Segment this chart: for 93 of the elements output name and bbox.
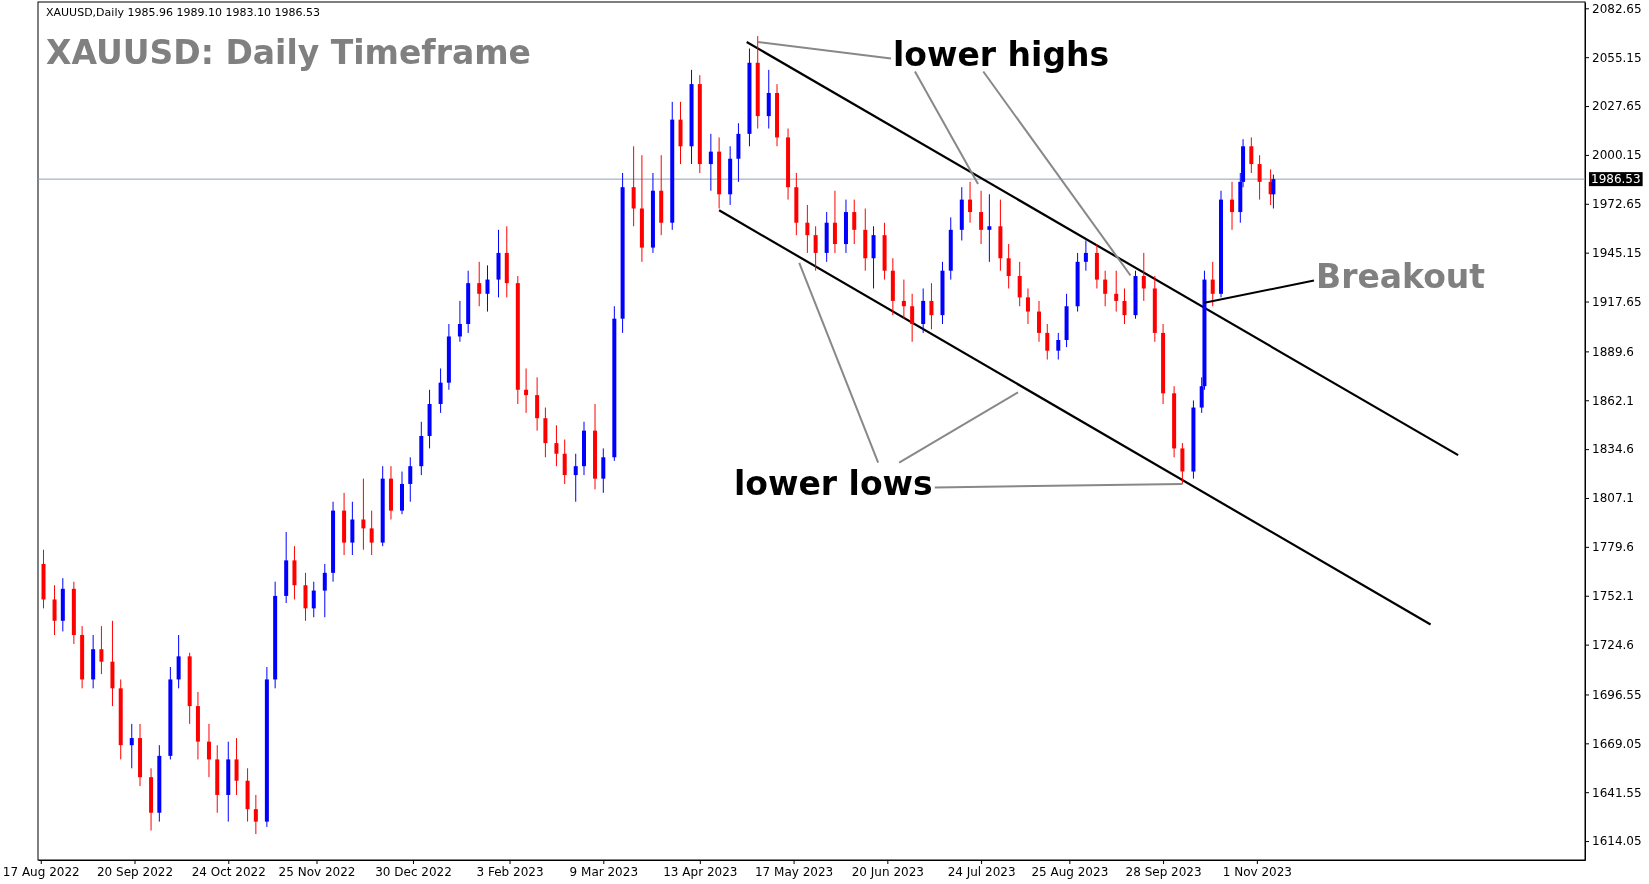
text: XAUUSD: Daily Timeframe: [46, 33, 531, 72]
candlestick: [901, 279, 906, 320]
x-tick-label: 1 Nov 2023: [1222, 864, 1292, 879]
candlestick: [805, 204, 810, 254]
candlestick: [852, 199, 857, 245]
candlestick: [832, 190, 837, 254]
candlestick: [369, 510, 374, 556]
candlestick: [303, 572, 308, 622]
candlestick: [1141, 252, 1146, 302]
x-tick-label: 28 Sep 2023: [1125, 864, 1202, 879]
candlestick: [457, 300, 462, 343]
candlestick: [708, 133, 713, 192]
candlestick: [1045, 323, 1050, 361]
candlestick: [979, 190, 984, 245]
candlestick: [573, 453, 578, 503]
candlestick: [1122, 287, 1127, 325]
candlestick: [176, 634, 181, 689]
candlestick: [350, 501, 355, 556]
candlestick: [234, 737, 239, 796]
annotation: Breakout: [1316, 257, 1486, 296]
x-tick-label: 17 Aug 2022: [2, 864, 80, 879]
candlestick: [1230, 181, 1235, 231]
x-tick-label: 24 Oct 2022: [191, 864, 266, 879]
candlestick: [631, 145, 636, 227]
candlestick: [562, 439, 567, 485]
y-tick-label: 2027.65: [1592, 99, 1642, 114]
y-tick-label: 1669.05: [1592, 736, 1642, 751]
y-tick-label: 1614.05: [1592, 834, 1642, 849]
y-tick-label: 1752.1: [1592, 589, 1634, 604]
candlestick: [438, 367, 443, 414]
annotation: lower highs: [893, 35, 1110, 74]
ref-line-label: 1986.53: [1591, 172, 1641, 187]
candlestick: [910, 293, 915, 343]
candlestick: [1114, 270, 1119, 313]
candlestick: [1180, 442, 1185, 485]
candlestick: [524, 367, 529, 414]
candlestick: [52, 584, 57, 636]
y-tick-label: 1696.55: [1592, 687, 1642, 702]
y-tick-label: 1889.6: [1592, 344, 1634, 359]
x-tick-label: 30 Dec 2022: [375, 864, 452, 879]
candlestick: [408, 456, 413, 503]
candlestick: [1083, 239, 1088, 272]
y-tick-label: 1862.1: [1592, 393, 1634, 408]
y-tick-label: 1807.1: [1592, 491, 1634, 506]
candlestick: [253, 794, 258, 835]
candlestick: [485, 264, 490, 313]
chart-subtitle: XAUUSD,Daily 1985.96 1989.10 1983.10 1986.53: [46, 6, 320, 19]
candlestick: [206, 723, 211, 778]
candlestick: [322, 563, 327, 618]
candlestick: [1257, 154, 1262, 201]
x-tick-label: 24 Jul 2023: [947, 864, 1016, 879]
y-tick-label: 1641.55: [1592, 785, 1642, 800]
x-tick-label: 3 Feb 2023: [476, 864, 544, 879]
candlestick: [1017, 261, 1022, 307]
y-tick-label: 1724.6: [1592, 637, 1634, 652]
candlestick: [1025, 287, 1030, 325]
candlestick: [99, 625, 104, 675]
y-tick-label: 1779.6: [1592, 540, 1634, 555]
candlestick: [535, 376, 540, 432]
candlestick: [968, 181, 973, 224]
candlestick: [766, 69, 771, 130]
candlestick: [601, 447, 606, 494]
y-tick-label: 2055.15: [1592, 50, 1642, 65]
y-tick-label: 2000.15: [1592, 148, 1642, 163]
x-tick-label: 25 Nov 2022: [278, 864, 356, 879]
candlestick: [1056, 332, 1061, 361]
y-tick-label: 1972.65: [1592, 197, 1642, 212]
candlestick: [1037, 300, 1041, 343]
candlestick: [987, 193, 992, 263]
y-tick-label: 2082.65: [1592, 1, 1642, 16]
candlestick: [1103, 270, 1108, 307]
y-tick-label: 1945.15: [1592, 246, 1642, 260]
candlestick: [1271, 174, 1276, 209]
candlestick: [554, 424, 559, 467]
x-tick-label: 25 Aug 2023: [1031, 864, 1109, 879]
candlestick: [1249, 136, 1254, 174]
y-tick-label: 1917.65: [1592, 294, 1642, 309]
x-tick-label: 13 Apr 2023: [663, 864, 738, 879]
candlestick: [1210, 261, 1215, 307]
candlestick: [929, 282, 934, 330]
candlestick: [813, 225, 818, 272]
y-tick-label: 1834.6: [1592, 442, 1634, 457]
candlestick: [871, 225, 876, 289]
x-tick-label: 20 Sep 2022: [96, 864, 174, 879]
candlestick: [311, 581, 316, 618]
candlestick: [129, 723, 134, 769]
annotation: lower lows: [734, 464, 933, 503]
candlestick: [1006, 243, 1011, 289]
x-tick-label: 9 Mar 2023: [569, 864, 639, 879]
candlestick: [477, 261, 482, 307]
candlestick: [921, 287, 926, 334]
x-tick-label: 20 Jun 2023: [851, 864, 924, 879]
x-tick-label: 17 May 2023: [754, 864, 834, 879]
